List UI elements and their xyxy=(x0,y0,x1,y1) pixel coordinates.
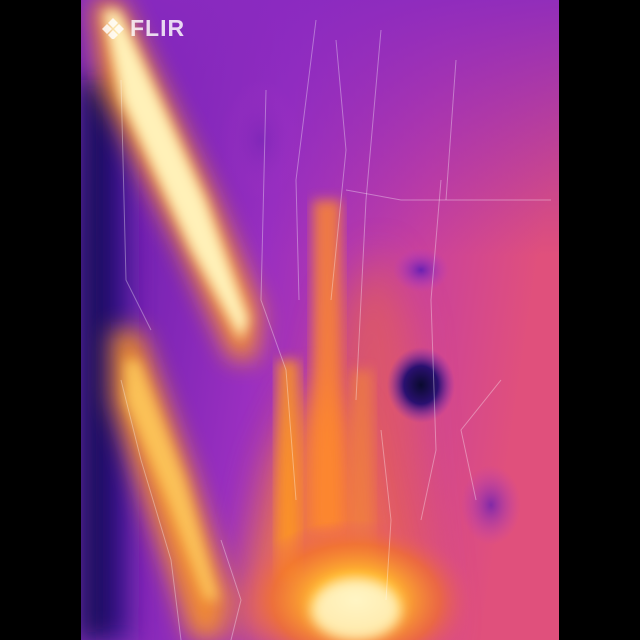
brand-text: FLIR xyxy=(130,14,186,41)
thermal-image xyxy=(81,0,559,640)
flir-logo: FLIR xyxy=(102,14,185,42)
flir-diamond-icon xyxy=(102,18,124,39)
letterbox-right xyxy=(559,0,640,640)
letterbox-left xyxy=(0,0,81,640)
